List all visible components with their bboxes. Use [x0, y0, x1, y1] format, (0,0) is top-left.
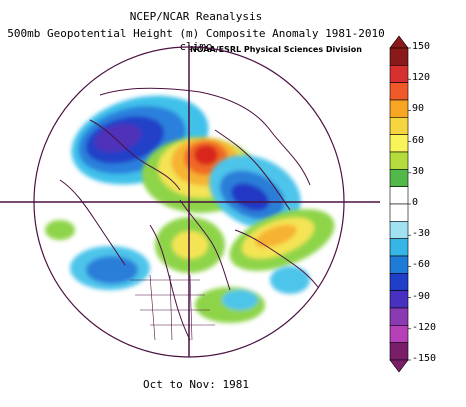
north-america-high	[155, 217, 225, 273]
colorbar-box	[389, 221, 409, 239]
colorbar-box	[389, 273, 409, 291]
colorbar-box	[389, 134, 409, 153]
colorbar-top-arrow	[389, 35, 409, 49]
credit-label: NOAA/ESRL Physical Sciences Division	[190, 45, 362, 54]
colorbar-box	[389, 238, 409, 257]
colorbar-tick-label: -30	[412, 228, 431, 240]
east-asia-low	[45, 220, 310, 323]
colorbar-tick-label: -120	[412, 321, 437, 333]
colorbar-tick-label: 60	[412, 134, 425, 146]
colorbar-box	[389, 82, 409, 101]
colorbar-tick-label: 30	[412, 165, 425, 177]
state-borders	[130, 274, 215, 341]
colorbar-tick-label: 0	[412, 197, 419, 208]
colorbar-tick-label: 90	[412, 103, 425, 115]
colorbar-tick-label: 120	[412, 72, 431, 84]
colorbar-tick-label: -150	[412, 353, 437, 364]
colorbar-box	[389, 99, 409, 118]
colorbar-tick-label: -90	[412, 290, 431, 302]
colorbar-labels	[408, 47, 411, 361]
anomaly-field	[45, 95, 335, 323]
colorbar-tick-label: 150	[412, 41, 431, 52]
colorbar-box	[389, 342, 409, 361]
colorbar-box	[389, 151, 409, 170]
colorbar	[389, 35, 411, 373]
colorbar-box	[389, 186, 409, 205]
colorbar-bottom-arrow	[389, 359, 409, 373]
colorbar-box	[389, 47, 409, 66]
colorbar-boxes	[389, 35, 409, 373]
polar-map	[0, 45, 380, 358]
north-atlantic-high	[229, 209, 335, 271]
western-europe-low	[209, 155, 301, 229]
title-line-1-text: NCEP/NCAR Reanalysis	[129, 10, 263, 23]
colorbar-box	[389, 255, 409, 274]
colorbar-box	[389, 169, 409, 187]
time-period-label: Oct to Nov: 1981	[143, 378, 249, 391]
colorbar-box	[389, 325, 409, 343]
title-line-2: 500mb Geopotential Height (m) Composite …	[7, 27, 385, 53]
colorbar-box	[389, 307, 409, 326]
colorbar-box	[389, 65, 409, 83]
central-pacific-low	[70, 246, 150, 290]
colorbar-box	[389, 290, 409, 309]
colorbar-box	[389, 203, 409, 222]
colorbar-tick-label: -60	[412, 259, 431, 271]
colorbar-box	[389, 117, 409, 135]
